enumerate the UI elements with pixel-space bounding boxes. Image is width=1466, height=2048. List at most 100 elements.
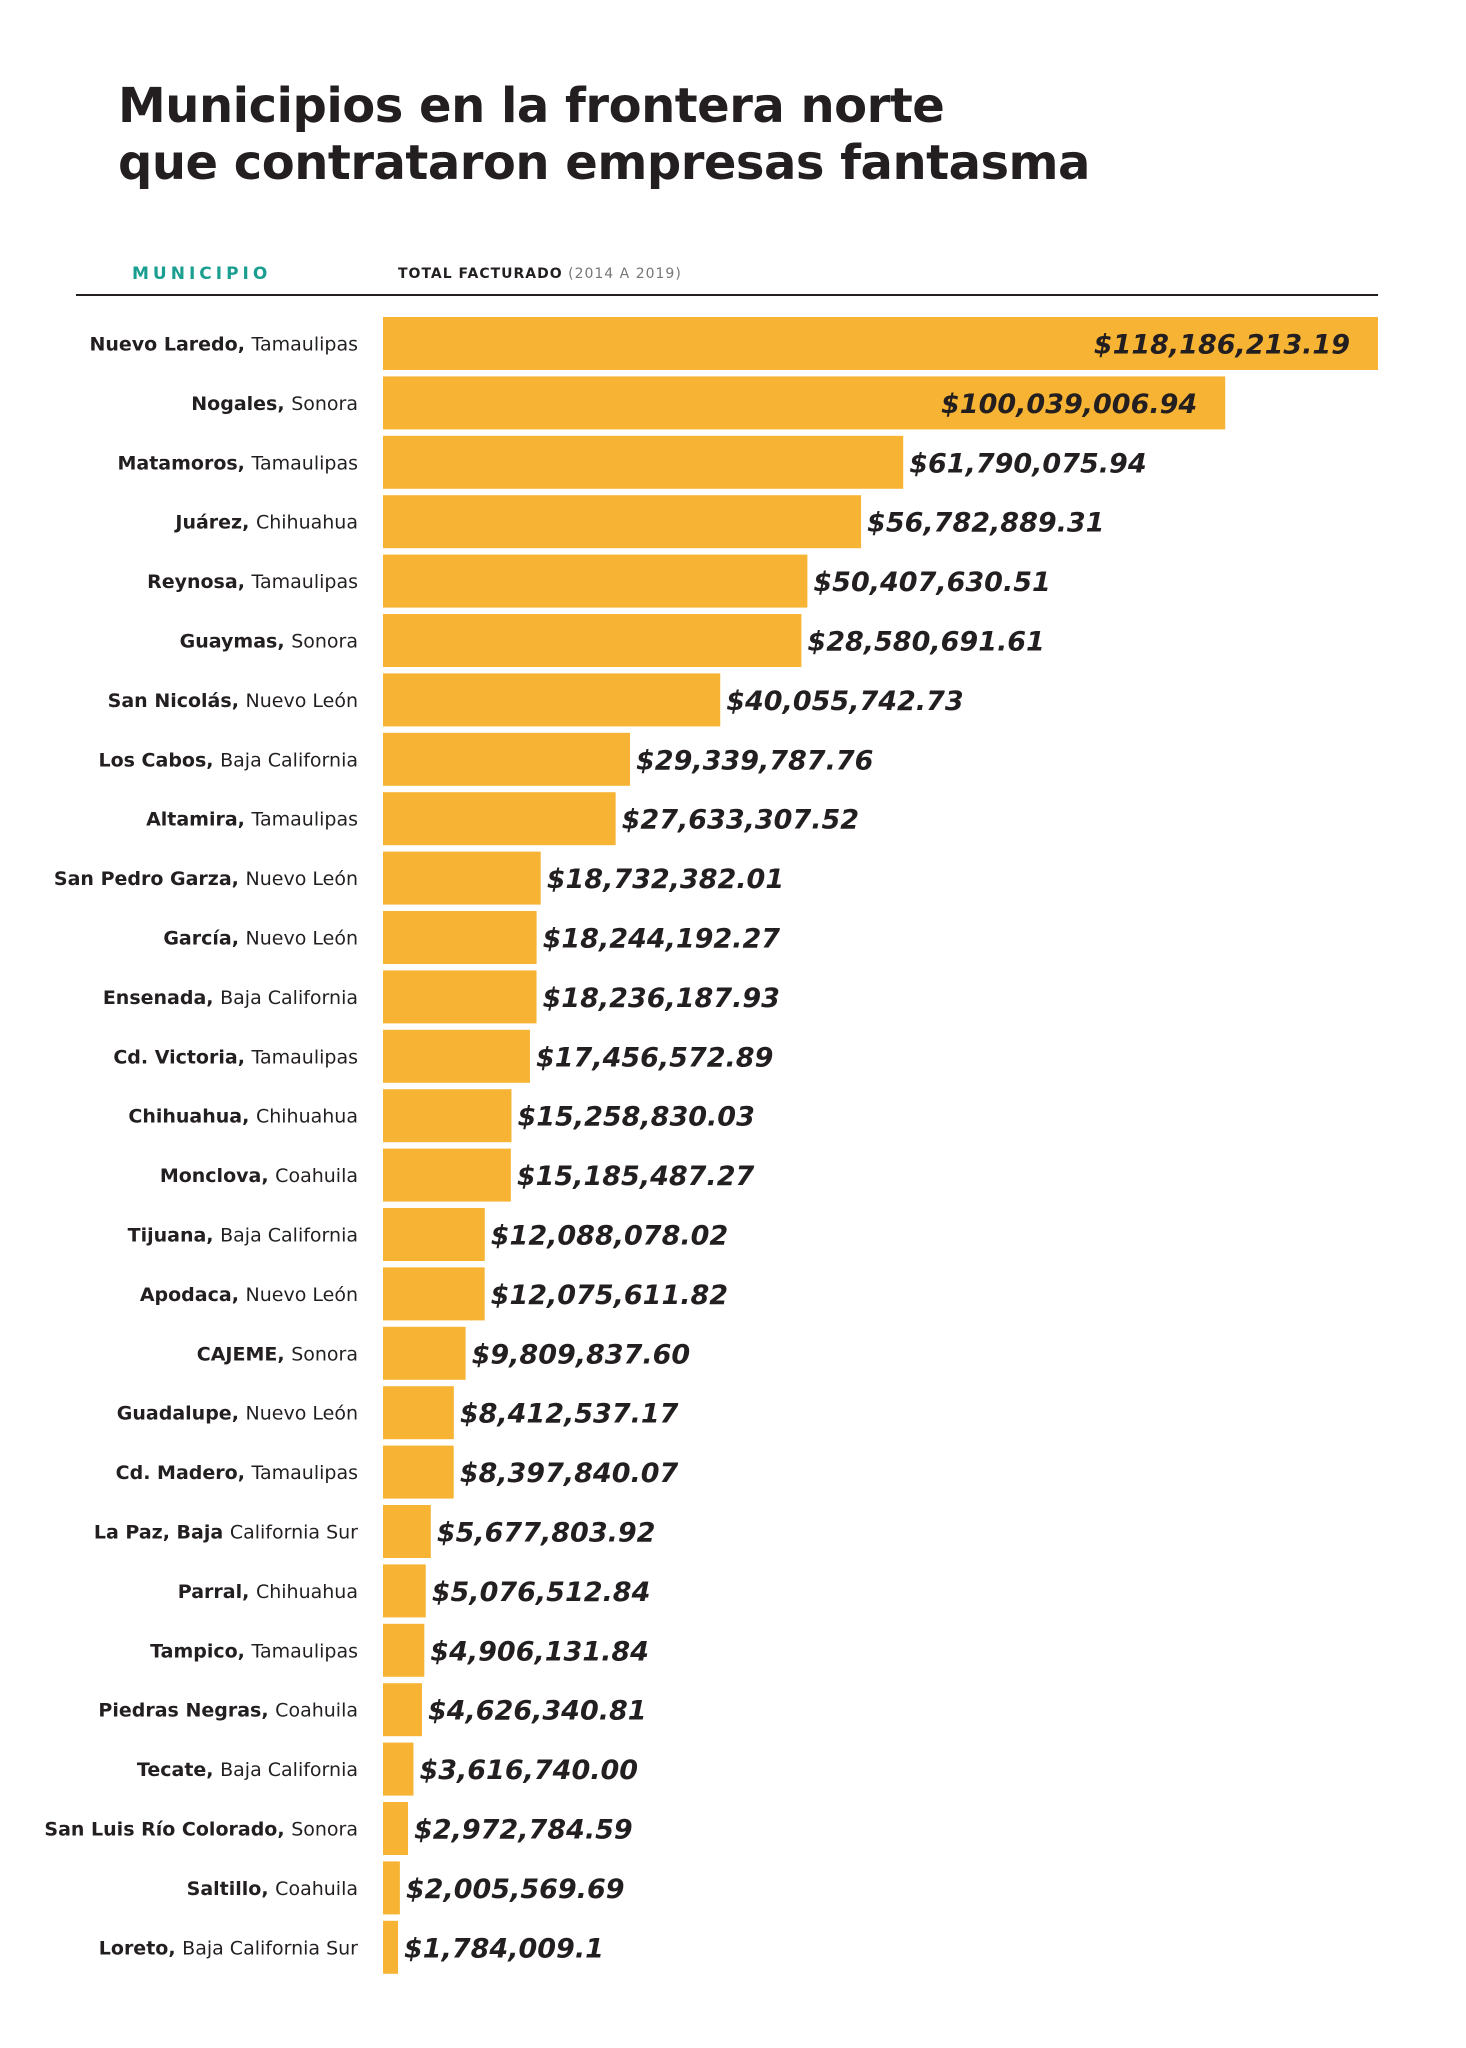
- category-label: Loreto, Baja California Sur: [99, 1937, 358, 1959]
- bar: [383, 614, 802, 667]
- state-name: Nuevo León: [246, 690, 358, 712]
- value-label: $1,784,009.1: [404, 1933, 604, 1964]
- bar: [383, 1861, 400, 1915]
- bar-row: Reynosa, Tamaulipas $50,407,630.51: [147, 554, 1051, 608]
- bar-row: Nogales, Sonora $100,039,006.94: [191, 376, 1226, 430]
- bar: [383, 851, 541, 905]
- value-label: $15,185,487.27: [517, 1161, 755, 1192]
- bar-row: Tijuana, Baja California $12,088,078.02: [128, 1208, 728, 1261]
- city-name: Juárez,: [173, 512, 256, 534]
- category-label: La Paz, Baja California Sur: [94, 1522, 358, 1544]
- city-name: Loreto,: [99, 1937, 182, 1959]
- bar: [383, 1386, 454, 1440]
- state-name: Sonora: [291, 631, 358, 653]
- bar: [383, 1802, 409, 1855]
- bar-row: Parral, Chihuahua $5,076,512.84: [178, 1564, 651, 1618]
- value-label: $8,412,537.17: [460, 1399, 679, 1430]
- value-label: $2,972,784.59: [414, 1815, 633, 1846]
- value-label: $29,339,787.76: [636, 745, 873, 776]
- bar: [383, 792, 616, 846]
- category-label: Tecate, Baja California: [137, 1759, 358, 1781]
- value-label: $12,088,078.02: [491, 1221, 728, 1252]
- category-label: Los Cabos, Baja California: [98, 749, 358, 771]
- bar: [383, 911, 537, 964]
- state-name: Tamaulipas: [251, 571, 358, 593]
- bar-row: Apodaca, Nuevo León $12,075,611.82: [140, 1267, 728, 1321]
- category-label: Tampico, Tamaulipas: [150, 1640, 358, 1662]
- bar: [383, 1683, 422, 1737]
- bar: [383, 1920, 399, 1974]
- state-name: Nuevo León: [246, 928, 358, 950]
- bar: [383, 1089, 512, 1143]
- bar-row: San Luis Río Colorado, Sonora $2,972,784.…: [44, 1802, 633, 1855]
- state-name: Tamaulipas: [251, 809, 358, 831]
- city-name: Altamira,: [146, 809, 251, 831]
- state-name: California Sur: [230, 1522, 358, 1544]
- title-line-1: Municipios en la frontera norte: [118, 78, 945, 134]
- bar-row: Nuevo Laredo, Tamaulipas $118,186,213.19: [89, 317, 1378, 370]
- city-name: Reynosa,: [147, 571, 251, 593]
- bar: [383, 1029, 530, 1083]
- city-name: La Paz, Baja: [94, 1522, 230, 1544]
- value-label: $2,005,569.69: [406, 1874, 625, 1905]
- bar: [383, 1208, 485, 1261]
- state-name: Nuevo León: [246, 868, 358, 890]
- state-name: Coahuila: [275, 1165, 358, 1187]
- value-label: $56,782,889.31: [867, 508, 1104, 539]
- bar-row: Guadalupe, Nuevo León $8,412,537.17: [117, 1386, 679, 1440]
- bar-row: La Paz, Baja California Sur $5,677,803.92: [94, 1505, 656, 1558]
- city-name: Los Cabos,: [98, 749, 220, 771]
- category-label: Cd. Victoria, Tamaulipas: [113, 1046, 358, 1068]
- state-name: Chihuahua: [256, 1106, 358, 1128]
- city-name: San Pedro Garza,: [54, 868, 246, 890]
- category-label: Guaymas, Sonora: [180, 631, 358, 653]
- state-name: Coahuila: [275, 1700, 358, 1722]
- state-name: Chihuahua: [256, 1581, 358, 1603]
- city-name: Nuevo Laredo,: [89, 334, 251, 356]
- value-label: $61,790,075.94: [909, 448, 1146, 479]
- state-name: Tamaulipas: [251, 1046, 358, 1068]
- state-name: Chihuahua: [256, 512, 358, 534]
- city-name: Piedras Negras,: [98, 1700, 275, 1722]
- category-label: Monclova, Coahuila: [160, 1165, 358, 1187]
- bar: [383, 376, 1226, 430]
- category-label: Reynosa, Tamaulipas: [147, 571, 358, 593]
- value-label: $5,076,512.84: [432, 1577, 651, 1608]
- city-name: Guadalupe,: [117, 1403, 246, 1425]
- city-name: CAJEME,: [197, 1343, 291, 1365]
- city-name: Cd. Madero,: [116, 1462, 252, 1484]
- bar-row: Altamira, Tamaulipas $27,633,307.52: [146, 792, 859, 846]
- state-name: Baja California Sur: [182, 1937, 358, 1959]
- bar: [383, 970, 537, 1024]
- bar: [383, 1267, 485, 1321]
- bar-row: Juárez, Chihuahua $56,782,889.31: [173, 495, 1104, 549]
- value-label: $15,258,830.03: [517, 1102, 754, 1133]
- category-label: San Nicolás, Nuevo León: [108, 690, 358, 712]
- category-label: Tijuana, Baja California: [128, 1225, 358, 1247]
- bar-row: CAJEME, Sonora $9,809,837.60: [197, 1326, 690, 1380]
- category-label: Matamoros, Tamaulipas: [117, 452, 358, 474]
- city-name: García,: [163, 928, 245, 950]
- bar-row: Los Cabos, Baja California $29,339,787.76: [98, 732, 873, 786]
- total-range: (2014 A 2019): [568, 266, 682, 282]
- value-label: $17,456,572.89: [536, 1042, 773, 1073]
- value-label: $5,677,803.92: [437, 1518, 656, 1549]
- value-label: $40,055,742.73: [726, 686, 963, 717]
- category-label: Nogales, Sonora: [191, 393, 358, 415]
- state-name: Baja California: [220, 749, 358, 771]
- value-label: $18,732,382.01: [547, 864, 784, 895]
- bar: [383, 1148, 511, 1202]
- category-label: Nuevo Laredo, Tamaulipas: [89, 334, 358, 356]
- chart-title: Municipios en la frontera norte que cont…: [118, 78, 1318, 192]
- bar: [383, 495, 862, 549]
- value-label: $18,244,192.27: [543, 924, 781, 955]
- bar-row: San Pedro Garza, Nuevo León $18,732,382.0…: [54, 851, 784, 905]
- bar-row: Guaymas, Sonora $28,580,691.61: [180, 614, 1045, 667]
- total-label: TOTAL FACTURADO: [398, 266, 563, 282]
- bar: [383, 435, 904, 489]
- bar-row: San Nicolás, Nuevo León $40,055,742.73: [108, 673, 964, 727]
- value-label: $3,616,740.00: [419, 1755, 638, 1786]
- bar: [383, 732, 631, 786]
- state-name: Sonora: [291, 1343, 358, 1365]
- state-name: Coahuila: [275, 1878, 358, 1900]
